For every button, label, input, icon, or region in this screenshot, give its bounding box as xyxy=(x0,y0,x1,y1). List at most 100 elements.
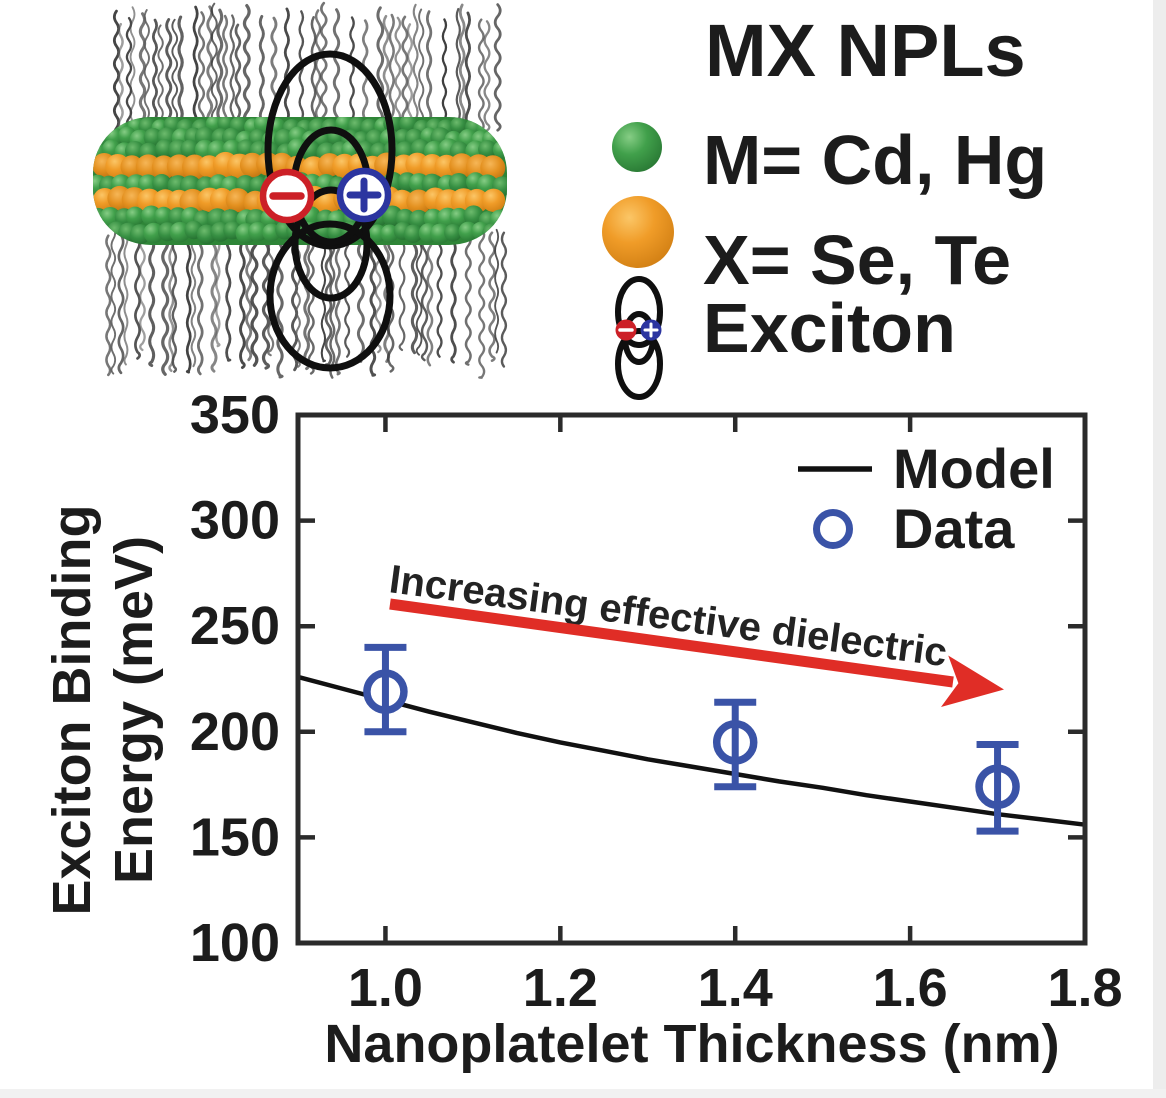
ligand-strand xyxy=(320,227,327,363)
x-axis-title: Nanoplatelet Thickness (nm) xyxy=(324,1014,1059,1074)
ligand-strand xyxy=(123,231,129,366)
ligand-strand xyxy=(324,231,333,367)
ligand-strand xyxy=(117,22,124,141)
chalcogen-atom xyxy=(480,155,506,181)
orange-sphere-icon xyxy=(602,196,674,268)
data-point-ring xyxy=(975,764,1020,809)
ligand-strand xyxy=(245,237,253,362)
ligand-strand xyxy=(105,234,112,377)
y-tick-label: 150 xyxy=(190,807,280,867)
chart-legend-data-label: Data xyxy=(893,497,1015,560)
plot-frame xyxy=(295,412,1088,946)
ligand-strand xyxy=(477,18,485,138)
ligand-strand xyxy=(426,232,434,367)
ligand-strand xyxy=(157,24,164,132)
annotation-arrow-head xyxy=(941,655,1004,707)
metal-atom xyxy=(488,117,507,136)
y-tick-label: 200 xyxy=(190,702,280,762)
metal-atom xyxy=(497,127,507,147)
exciton-icon xyxy=(615,276,663,400)
ligand-strand xyxy=(307,237,315,375)
metal-atom xyxy=(93,117,104,134)
legend-item-exciton-label: Exciton xyxy=(703,289,956,367)
y-tick-label: 350 xyxy=(190,385,280,445)
material-legend: MX NPLs M= Cd, Hg X= Se, Te Exciton xyxy=(602,9,1047,400)
ligand-strand xyxy=(210,2,218,131)
ligand-strand xyxy=(143,9,150,129)
ligand-strand xyxy=(190,236,197,368)
ligand-strand xyxy=(210,230,218,373)
binding-energy-chart: 1.0 1.2 1.4 1.6 1.8 100 150 200 250 300 350 Nanopl… xyxy=(42,385,1123,1074)
ligand-strand xyxy=(197,11,206,130)
metal-atom xyxy=(478,140,497,159)
metal-atom xyxy=(399,117,418,133)
nanoplatelet-illustration xyxy=(93,1,508,379)
ligand-strand xyxy=(464,11,471,141)
ligand-strand xyxy=(168,234,175,373)
metal-atom xyxy=(217,117,234,132)
chalcogen-atom xyxy=(225,188,250,213)
ligand-strand xyxy=(148,223,156,368)
ligand-strand xyxy=(450,227,457,364)
legend-item-m-label: M= Cd, Hg xyxy=(703,121,1047,199)
ligand-strand xyxy=(229,14,235,135)
ligand-strand xyxy=(420,233,429,362)
y-tick-label: 100 xyxy=(190,913,280,973)
metal-atom xyxy=(403,224,423,243)
metal-atom xyxy=(444,224,462,242)
ligand-strand xyxy=(369,223,377,377)
legend-item-x-label: X= Se, Te xyxy=(703,221,1011,299)
chalcogen-atom xyxy=(481,188,506,212)
ligand-strand xyxy=(134,233,141,360)
ligand-strand xyxy=(138,12,147,134)
metal-atom xyxy=(152,174,172,193)
ligand-strand xyxy=(258,14,265,131)
ligand-strand xyxy=(161,234,170,376)
chart-legend-model-label: Model xyxy=(893,437,1055,500)
ligand-strand xyxy=(225,232,232,362)
x-tick-label: 1.2 xyxy=(523,958,598,1018)
data-point xyxy=(712,698,758,791)
data-point xyxy=(975,740,1020,835)
ligand-strand xyxy=(425,10,433,134)
ligand-strand xyxy=(494,228,500,354)
ligand-strand xyxy=(250,233,259,367)
page-edge-strip-right xyxy=(1153,0,1166,1098)
ligand-strand xyxy=(334,236,341,376)
y-axis-title-line1: Exciton Binding xyxy=(42,505,102,916)
ligand-strand xyxy=(329,225,336,379)
ligand-strand xyxy=(412,3,419,131)
ligand-strand xyxy=(216,8,224,137)
metal-atom xyxy=(125,206,145,226)
ligand-chains-bottom xyxy=(105,223,508,379)
ligand-strand xyxy=(117,233,125,375)
data-point-swatch xyxy=(813,509,853,549)
y-axis-title-line2: Energy (meV) xyxy=(104,536,164,884)
ligand-strand xyxy=(464,233,472,366)
metal-atom xyxy=(154,206,173,226)
ligand-strand xyxy=(314,9,322,130)
ligand-strand xyxy=(415,226,423,356)
legend-title: MX NPLs xyxy=(705,9,1026,92)
ligand-strand xyxy=(483,20,491,132)
metal-atom xyxy=(143,222,164,244)
ligand-strand xyxy=(185,232,192,374)
page-edge-strip-bottom xyxy=(0,1089,1166,1098)
ligand-strand xyxy=(197,230,204,376)
metal-atom xyxy=(450,117,468,134)
ligand-strand xyxy=(110,225,117,375)
ligand-strand xyxy=(488,231,496,362)
ligand-strand xyxy=(320,1,328,132)
metal-atom xyxy=(489,209,507,231)
metal-atom xyxy=(448,173,469,194)
ligand-strand xyxy=(436,232,443,358)
y-tick-label: 300 xyxy=(190,491,280,551)
ligand-strand xyxy=(332,8,341,134)
data-point-ring xyxy=(712,720,758,765)
ligand-strand xyxy=(171,227,178,373)
ligand-strand xyxy=(441,18,448,132)
ligand-strand xyxy=(410,230,419,355)
x-tick-label: 1.0 xyxy=(348,958,423,1018)
green-sphere-icon xyxy=(612,122,662,172)
